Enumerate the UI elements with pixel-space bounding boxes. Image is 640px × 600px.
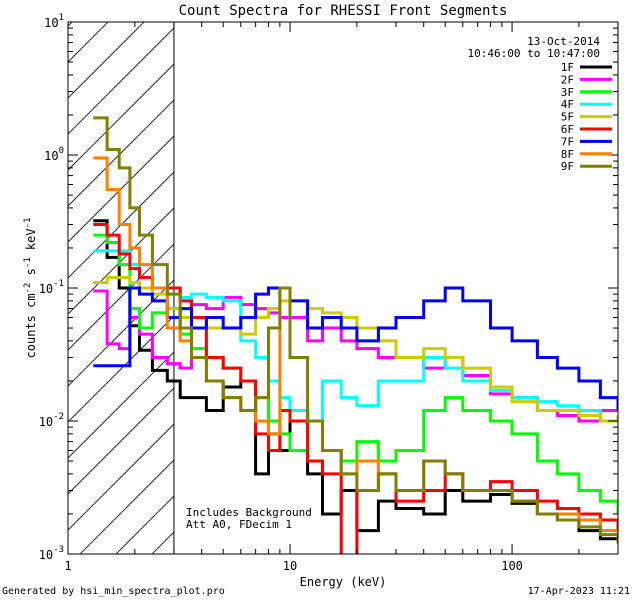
x-axis-label: Energy (keV) <box>300 575 387 589</box>
hatch-line <box>79 459 174 554</box>
legend-label-6F: 6F <box>561 123 574 136</box>
hatch-line <box>584 14 640 554</box>
y-label-mid: s <box>24 268 38 282</box>
legend-label-8F: 8F <box>561 148 574 161</box>
legend-label-2F: 2F <box>561 73 574 86</box>
series-line-9F <box>93 116 618 544</box>
hatch-line <box>0 14 44 554</box>
legend-label-5F: 5F <box>561 111 574 124</box>
y-label-exp1: -2 <box>23 283 33 294</box>
y-axis-label-group: counts cm-2 s-1 keV-1 <box>23 218 38 359</box>
hatch-line <box>68 279 174 387</box>
hatch-line <box>68 63 174 171</box>
y-label-end: keV <box>24 228 38 257</box>
hatch-line <box>620 14 640 554</box>
legend-label-4F: 4F <box>561 98 574 111</box>
y-tick-label: 10-2 <box>39 412 64 429</box>
axis-ticks: 1 10 100 10-3 10-2 10-1 100 101 <box>39 13 619 573</box>
hatch-line <box>68 27 174 135</box>
hatch-line <box>0 14 8 554</box>
hatch-line <box>368 14 640 554</box>
y-tick-label: 100 <box>44 146 64 163</box>
legend-label-3F: 3F <box>561 86 574 99</box>
legend-label-9F: 9F <box>561 160 574 173</box>
time-range-label: 10:46:00 to 10:47:00 <box>468 47 600 60</box>
x-tick-label: 1 <box>64 559 71 573</box>
x-tick-label: 10 <box>283 559 297 573</box>
y-tick-label: 10-3 <box>39 545 64 562</box>
y-tick-label: 101 <box>44 13 64 30</box>
annotation-attenuator: Att A0, FDecim 1 <box>186 518 292 531</box>
y-axis-label: counts cm-2 s-1 keV-1 <box>23 218 38 359</box>
date-label: 13-Oct-2014 <box>527 35 600 48</box>
annotation-background: Includes Background <box>186 506 312 519</box>
x-tick-label: 100 <box>501 559 523 573</box>
series-line-6F <box>93 223 618 554</box>
footer-generated-by: Generated by hsi_min_spectra_plot.pro <box>2 586 225 597</box>
hatch-line <box>404 14 640 554</box>
legend-label-1F: 1F <box>561 61 574 74</box>
y-label-base: counts cm <box>24 293 38 358</box>
hatch-line <box>68 99 174 207</box>
hatch-line <box>68 387 174 495</box>
footer-timestamp: 17-Apr-2023 11:21 <box>528 586 630 597</box>
y-label-exp2: -1 <box>23 257 33 268</box>
hatch-line <box>440 14 640 554</box>
y-label-exp3: -1 <box>23 218 33 229</box>
y-tick-label: 10-1 <box>39 279 64 296</box>
hatch-line <box>68 423 174 531</box>
chart-title: Count Spectra for RHESSI Front Segments <box>179 3 508 19</box>
legend-label-7F: 7F <box>561 135 574 148</box>
series-group <box>93 22 618 554</box>
series-line-5F <box>93 276 618 423</box>
